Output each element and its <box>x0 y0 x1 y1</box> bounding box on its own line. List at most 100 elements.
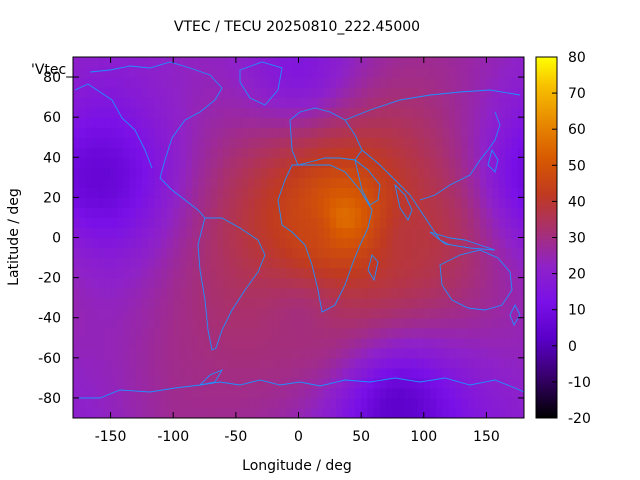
heatmap-cell <box>141 107 149 118</box>
heatmap-cell <box>154 187 162 198</box>
heatmap-cell <box>461 107 469 118</box>
heatmap-cell <box>235 297 243 309</box>
heatmap-cell <box>417 187 425 198</box>
heatmap-cell <box>379 227 387 239</box>
heatmap-cell <box>129 397 137 409</box>
heatmap-cell <box>386 387 394 399</box>
heatmap-cell <box>98 257 105 269</box>
heatmap-cell <box>292 117 300 128</box>
heatmap-cell <box>404 387 412 399</box>
heatmap-cell <box>517 237 524 249</box>
heatmap-cell <box>248 107 256 118</box>
heatmap-cell <box>123 397 130 409</box>
heatmap-cell <box>473 67 481 78</box>
heatmap-cell <box>192 207 199 219</box>
heatmap-cell <box>229 217 237 229</box>
heatmap-cell <box>505 237 513 249</box>
heatmap-cell <box>467 367 475 379</box>
heatmap-cell <box>498 77 506 88</box>
heatmap-cell <box>217 107 224 118</box>
heatmap-cell <box>148 167 156 178</box>
heatmap-cell <box>386 277 394 289</box>
heatmap-cell <box>311 127 318 138</box>
heatmap-cell <box>98 377 105 389</box>
y-tick-label: 20 <box>43 190 61 206</box>
heatmap-cell <box>129 77 137 88</box>
heatmap-cell <box>404 317 412 329</box>
heatmap-cell <box>267 237 275 249</box>
heatmap-cell <box>185 227 193 239</box>
heatmap-cell <box>354 397 362 409</box>
heatmap-cell <box>185 347 193 359</box>
heatmap-cell <box>273 357 281 369</box>
heatmap-cell <box>135 307 143 319</box>
heatmap-cell <box>91 337 99 349</box>
heatmap-cell <box>461 357 469 369</box>
heatmap-cell <box>292 147 300 158</box>
heatmap-cell <box>386 227 394 239</box>
heatmap-cell <box>342 347 350 359</box>
heatmap-cell <box>148 357 156 369</box>
heatmap-cell <box>398 357 406 369</box>
heatmap-cell <box>348 337 356 349</box>
heatmap-cell <box>198 87 206 98</box>
heatmap-cell <box>223 387 231 399</box>
heatmap-cell <box>392 167 400 178</box>
heatmap-cell <box>323 167 331 178</box>
heatmap-cell <box>79 227 87 239</box>
heatmap-cell <box>461 227 469 239</box>
heatmap-cell <box>135 297 143 309</box>
heatmap-cell <box>430 327 437 339</box>
heatmap-cell <box>379 357 387 369</box>
heatmap-cell <box>398 77 406 88</box>
heatmap-cell <box>116 237 124 249</box>
heatmap-cell <box>348 377 356 389</box>
heatmap-cell <box>423 137 431 148</box>
heatmap-cell <box>398 327 406 339</box>
heatmap-cell <box>311 167 318 178</box>
heatmap-cell <box>267 117 275 128</box>
heatmap-cell <box>148 227 156 239</box>
heatmap-cell <box>505 377 513 389</box>
heatmap-cell <box>135 367 143 379</box>
heatmap-cell <box>123 317 130 329</box>
heatmap-cell <box>448 67 456 78</box>
heatmap-cell <box>317 77 325 88</box>
heatmap-cell <box>517 77 524 88</box>
heatmap-cell <box>354 377 362 389</box>
heatmap-cell <box>179 127 187 138</box>
heatmap-cell <box>254 197 262 209</box>
heatmap-cell <box>79 267 87 279</box>
heatmap-cell <box>135 357 143 369</box>
heatmap-cell <box>317 177 325 188</box>
heatmap-cell <box>204 157 212 168</box>
heatmap-cell <box>116 257 124 269</box>
heatmap-cell <box>273 127 281 138</box>
heatmap-cell <box>217 247 224 259</box>
heatmap-cell <box>116 207 124 219</box>
heatmap-cell <box>505 357 513 369</box>
heatmap-cell <box>185 367 193 379</box>
heatmap-cell <box>148 247 156 259</box>
heatmap-cell <box>198 287 206 299</box>
heatmap-cell <box>336 197 343 209</box>
heatmap-cell <box>285 97 293 108</box>
heatmap-cell <box>367 387 375 399</box>
heatmap-cell <box>248 217 256 229</box>
heatmap-cell <box>392 227 400 239</box>
heatmap-cell <box>148 57 156 68</box>
heatmap-cell <box>411 237 419 249</box>
heatmap-cell <box>279 227 287 239</box>
heatmap-cell <box>448 117 456 128</box>
heatmap-cell <box>498 307 506 319</box>
heatmap-cell <box>129 157 137 168</box>
heatmap-cell <box>392 377 400 389</box>
heatmap-cell <box>361 67 368 78</box>
heatmap-cell <box>379 257 387 269</box>
heatmap-cell <box>110 227 118 239</box>
heatmap-cell <box>311 357 318 369</box>
heatmap-cell <box>129 167 137 178</box>
heatmap-cell <box>336 277 343 289</box>
heatmap-cell <box>329 137 337 148</box>
heatmap-cell <box>235 147 243 158</box>
